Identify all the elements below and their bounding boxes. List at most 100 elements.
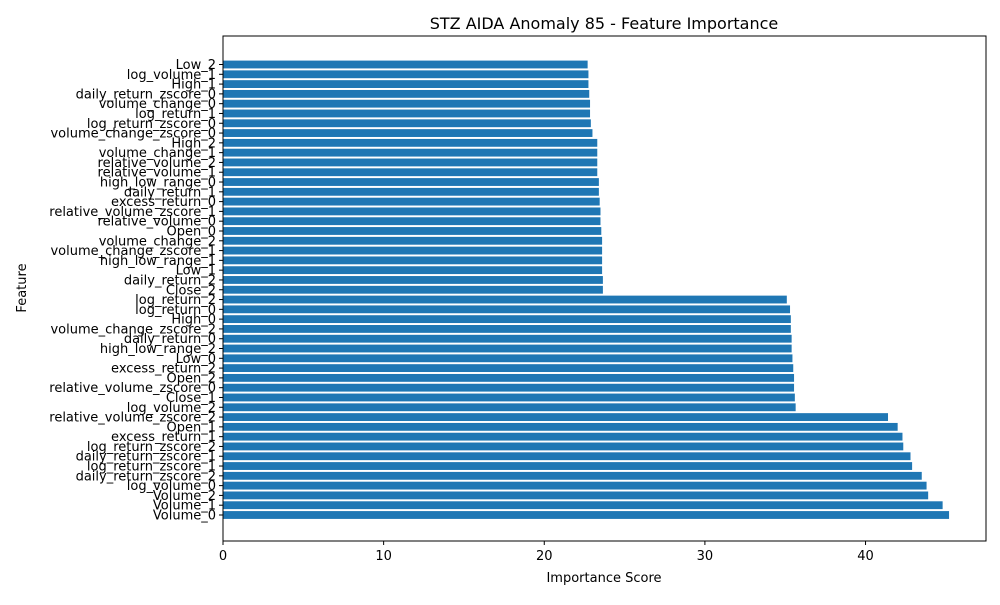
y-tick-label: Open_1	[167, 420, 217, 435]
bar-log_volume_1	[223, 70, 589, 79]
bar-high_low_range_1	[223, 256, 603, 265]
y-tick-label: daily_return_2	[124, 273, 216, 288]
bar-Low_1	[223, 266, 603, 275]
bar-log_return_zscore_2	[223, 442, 904, 451]
bar-relative_volume_0	[223, 217, 601, 226]
y-tick-label: relative_volume_1	[98, 166, 216, 181]
bar-volume_change_zscore_0	[223, 129, 593, 137]
y-tick-label: volume_change_zscore_2	[50, 322, 216, 337]
y-tick-label: High_0	[171, 313, 216, 328]
bar-log_return_1	[223, 109, 591, 118]
y-tick-label: High_1	[171, 78, 216, 93]
bar-daily_return_1	[223, 187, 599, 196]
y-tick-label: volume_change_1	[99, 146, 216, 161]
x-tick-label: 30	[697, 549, 714, 564]
y-tick-label: Volume_2	[153, 489, 216, 504]
bar-volume_change_0	[223, 99, 591, 108]
y-tick-label: log_return_1	[135, 107, 216, 122]
bar-high_low_range_0	[223, 178, 599, 186]
x-tick-label: 10	[375, 549, 392, 564]
bar-daily_return_zscore_0	[223, 89, 590, 98]
bar-Volume_1	[223, 501, 943, 510]
x-tick-label: 40	[857, 549, 874, 564]
y-tick-label: volume_change_0	[99, 97, 216, 112]
y-tick-label: relative_volume_zscore_0	[49, 381, 216, 396]
bar-Close_1	[223, 393, 795, 402]
y-tick-label: Low_2	[176, 58, 216, 73]
bar-high_low_range_2	[223, 344, 792, 353]
bar-log_volume_2	[223, 403, 796, 412]
y-tick-label: High_2	[171, 136, 216, 151]
bar-High_1	[223, 80, 589, 89]
bar-Volume_0	[223, 511, 950, 519]
bar-log_return_0	[223, 305, 791, 314]
y-tick-label: daily_return_zscore_1	[76, 450, 216, 465]
bars-group	[223, 60, 950, 519]
bar-Low_2	[223, 60, 588, 69]
x-tick-label: 20	[536, 549, 553, 564]
y-tick-label: log_volume_2	[127, 401, 216, 416]
bar-log_return_zscore_0	[223, 119, 591, 128]
bar-log_return_zscore_1	[223, 462, 913, 470]
y-tick-label: daily_return_0	[124, 332, 216, 347]
bar-High_2	[223, 138, 598, 147]
bar-daily_return_zscore_2	[223, 471, 922, 480]
bar-volume_change_zscore_1	[223, 246, 603, 255]
bar-excess_return_1	[223, 432, 903, 441]
y-tick-label: high_low_range_0	[100, 176, 216, 191]
y-tick-label: log_return_zscore_0	[87, 117, 216, 132]
plot-frame	[222, 35, 987, 542]
y-tick-label: volume_change_2	[99, 234, 216, 249]
y-tick-label: relative_volume_2	[98, 156, 216, 171]
y-tick-label: Low_0	[176, 352, 216, 367]
y-tick-label: log_return_2	[135, 293, 216, 308]
y-tick-label: log_return_zscore_2	[87, 440, 216, 455]
bar-Low_0	[223, 354, 793, 363]
bar-relative_volume_zscore_0	[223, 383, 795, 392]
y-tick-label: Close_2	[166, 283, 216, 298]
y-tick-label: volume_change_zscore_0	[50, 127, 216, 142]
x-tick-label: 0	[219, 549, 227, 564]
y-tick-label: volume_change_zscore_1	[50, 244, 216, 259]
y-axis-label: Feature	[15, 263, 30, 312]
y-tick-label: log_volume_1	[127, 68, 216, 83]
x-ticks-group: 0 10 20 30 40	[219, 541, 874, 564]
y-tick-label: Volume_1	[153, 499, 216, 514]
bar-Open_0	[223, 227, 602, 235]
bar-daily_return_0	[223, 334, 792, 343]
bar-relative_volume_zscore_1	[223, 207, 601, 216]
y-tick-label: relative_volume_zscore_1	[49, 205, 216, 220]
y-tick-label: excess_return_0	[111, 195, 216, 210]
y-tick-label: Volume_0	[153, 509, 216, 524]
bar-Close_2	[223, 285, 603, 294]
y-tick-label: relative_volume_zscore_2	[49, 411, 216, 426]
bar-excess_return_0	[223, 197, 600, 206]
bar-excess_return_2	[223, 364, 794, 373]
bar-daily_return_zscore_1	[223, 452, 911, 461]
bar-log_return_2	[223, 295, 787, 304]
y-ticks-group: Low_2log_volume_1High_1daily_return_zsco…	[49, 58, 223, 524]
bar-volume_change_1	[223, 148, 598, 157]
chart-title: STZ AIDA Anomaly 85 - Feature Importance	[430, 14, 779, 33]
y-tick-label: log_volume_0	[127, 479, 216, 494]
bar-volume_change_2	[223, 236, 603, 245]
bar-daily_return_2	[223, 276, 603, 284]
y-tick-label: daily_return_zscore_2	[76, 469, 216, 484]
y-tick-label: high_low_range_1	[100, 254, 216, 269]
y-tick-label: Close_1	[166, 391, 216, 406]
y-tick-label: excess_return_2	[111, 362, 216, 377]
y-tick-label: relative_volume_0	[98, 215, 216, 230]
bar-volume_change_zscore_2	[223, 325, 791, 333]
bar-relative_volume_zscore_2	[223, 413, 889, 421]
y-tick-label: daily_return_1	[124, 185, 216, 200]
x-axis-label: Importance Score	[546, 571, 661, 586]
bar-log_volume_0	[223, 481, 927, 490]
bar-Volume_2	[223, 491, 929, 500]
bar-Open_1	[223, 422, 898, 431]
y-tick-label: daily_return_zscore_0	[76, 87, 216, 102]
y-tick-label: log_return_zscore_1	[87, 460, 216, 475]
bar-Open_2	[223, 373, 795, 382]
bar-relative_volume_2	[223, 158, 598, 167]
bar-relative_volume_1	[223, 168, 598, 177]
y-tick-label: high_low_range_2	[100, 342, 216, 357]
